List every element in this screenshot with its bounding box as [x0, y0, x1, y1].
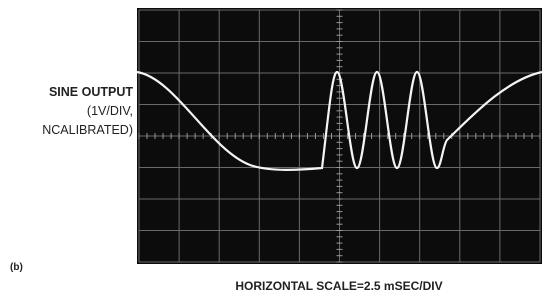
scale-label: NCALIBRATED) [42, 123, 133, 137]
channel-label: SINE OUTPUT [49, 85, 133, 99]
horizontal-scale-label: HORIZONTAL SCALE=2.5 mSEC/DIV [235, 279, 442, 293]
scale-label: (1V/DIV, [87, 104, 133, 118]
panel-label: (b) [10, 262, 23, 273]
figure: SINE OUTPUT (1V/DIV, NCALIBRATED) (b) HO… [0, 0, 544, 302]
